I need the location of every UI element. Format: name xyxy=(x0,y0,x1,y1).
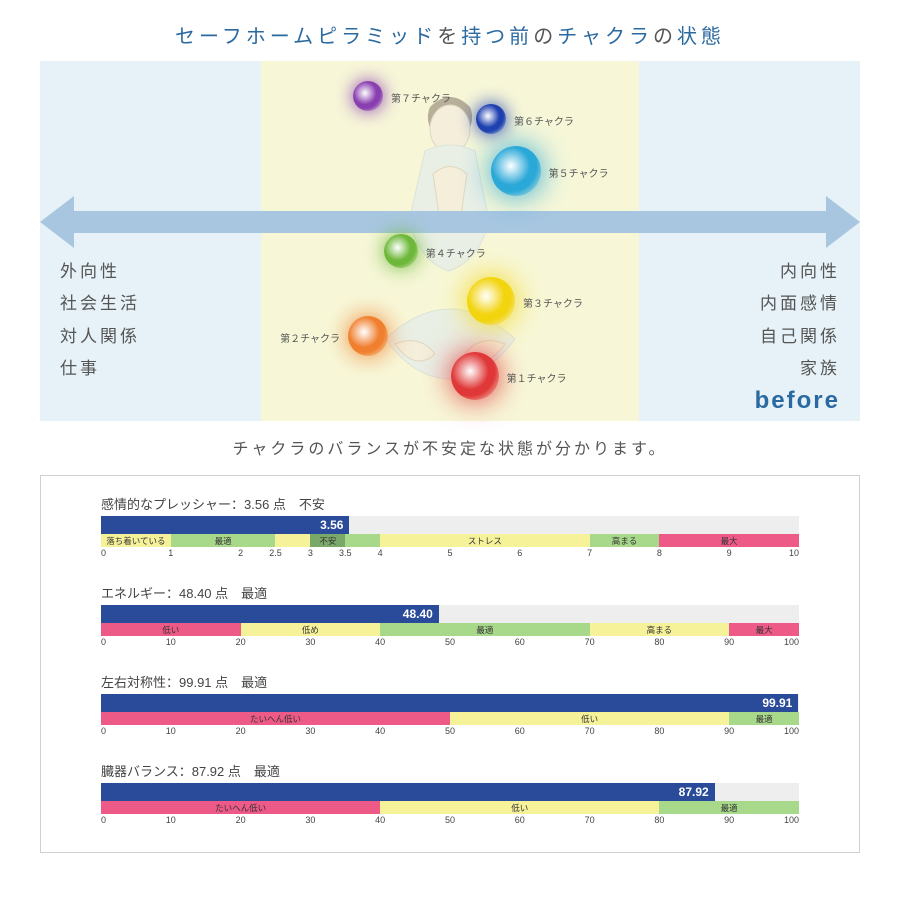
gauge-3: 臓器バランス：87.92 点 最適87.92たいへん低い低い最適01020304… xyxy=(101,761,799,828)
gauge-value-bar: 99.91 xyxy=(101,694,798,712)
gauge-segment: たいへん低い xyxy=(101,801,380,814)
gauge-segment: 最大 xyxy=(729,623,799,636)
gauge-segment: 最適 xyxy=(380,623,589,636)
gauge-segment: 低い xyxy=(101,623,241,636)
chakra-1-label: 第１チャクラ xyxy=(507,370,567,385)
gauge-2: 左右対称性：99.91 点 最適99.91たいへん低い低い最適010203040… xyxy=(101,672,799,739)
gauge-title: 左右対称性：99.91 点 最適 xyxy=(101,672,799,691)
chakra-3-dot xyxy=(467,277,515,325)
gauge-value-bar: 87.92 xyxy=(101,783,715,801)
gauge-segment: ストレス xyxy=(380,534,589,547)
chakra-6-label: 第６チャクラ xyxy=(514,113,574,128)
gauge-0: 感情的なプレッシャー：3.56 点 不安 3.56落ち着いている最適 不安 ストレス高… xyxy=(101,494,799,561)
gauge-segment: 最適 xyxy=(171,534,276,547)
gauge-segment: 低い xyxy=(450,712,729,725)
gauge-segment: 最適 xyxy=(659,801,799,814)
page-title: セーフホームピラミッドを持つ前のチャクラの状態 xyxy=(40,20,860,49)
gauge-segment: 最大 xyxy=(659,534,799,547)
subtitle: チャクラのバランスが不安定な状態が分かります。 xyxy=(40,435,860,459)
gauge-segment: 落ち着いている xyxy=(101,534,171,547)
gauge-segment xyxy=(345,534,380,547)
chakra-4-label: 第４チャクラ xyxy=(426,245,486,260)
chakra-2-dot xyxy=(348,316,388,356)
left-trait-labels: 外向性社会生活対人関係仕事 xyxy=(60,256,140,385)
gauge-title: エネルギー：48.40 点 最適 xyxy=(101,583,799,602)
gauge-segment: 高まる xyxy=(590,534,660,547)
gauge-title: 臓器バランス：87.92 点 最適 xyxy=(101,761,799,780)
gauge-segment: たいへん低い xyxy=(101,712,450,725)
right-trait-labels: 内向性内面感情自己関係家族 xyxy=(760,256,840,385)
chakra-7-label: 第７チャクラ xyxy=(391,90,451,105)
gauge-title: 感情的なプレッシャー：3.56 点 不安 xyxy=(101,494,799,513)
chakra-3-label: 第３チャクラ xyxy=(523,295,583,310)
gauge-segment: 最適 xyxy=(729,712,799,725)
gauge-value-bar: 3.56 xyxy=(101,516,349,534)
chakra-1-dot xyxy=(451,352,499,400)
gauges-panel: 感情的なプレッシャー：3.56 点 不安3.56落ち着いている最適不安ストレス高… xyxy=(40,475,860,853)
chakra-6-dot xyxy=(476,104,506,134)
gauge-1: エネルギー：48.40 点 最適48.40低い低め最適高まる最大01020304… xyxy=(101,583,799,650)
gauge-segment: 不安 xyxy=(310,534,345,547)
gauge-segment: 高まる xyxy=(590,623,730,636)
arrow-bar xyxy=(74,211,826,233)
gauge-segment xyxy=(275,534,310,547)
chakra-5-dot xyxy=(491,146,541,196)
arrow-left-icon xyxy=(40,196,74,248)
gauge-segment: 低い xyxy=(380,801,659,814)
gauge-value-bar: 48.40 xyxy=(101,605,439,623)
chakra-4-dot xyxy=(384,234,418,268)
chakra-5-label: 第５チャクラ xyxy=(549,165,609,180)
chakra-7-dot xyxy=(353,81,383,111)
before-label: before xyxy=(755,387,840,415)
chakra-diagram: 外向性社会生活対人関係仕事 内向性内面感情自己関係家族 第７チャクラ第６チャクラ… xyxy=(40,61,860,421)
arrow-right-icon xyxy=(826,196,860,248)
chakra-2-label: 第２チャクラ xyxy=(280,330,340,345)
gauge-segment: 低め xyxy=(241,623,381,636)
